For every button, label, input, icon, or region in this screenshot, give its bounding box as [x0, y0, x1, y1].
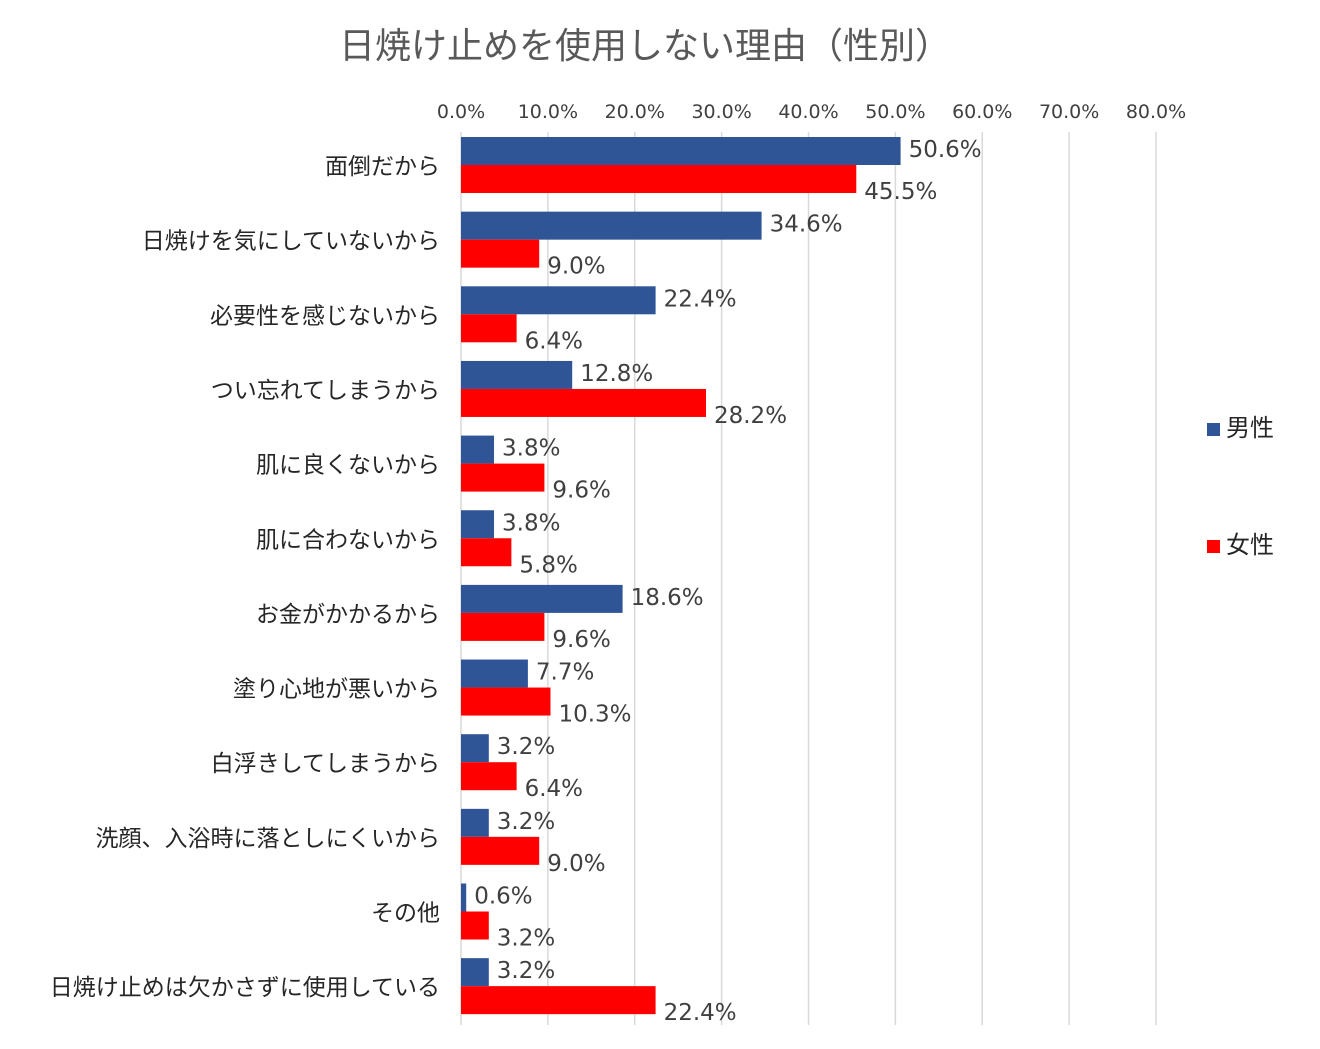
- data-label-female: 6.4%: [525, 776, 583, 802]
- category-label: 日焼け止めは欠かさずに使用している: [50, 975, 440, 1001]
- bar-female: [461, 538, 512, 567]
- data-label-female: 5.8%: [519, 552, 577, 578]
- x-tick-label: 10.0%: [518, 101, 578, 123]
- data-label-male: 3.8%: [502, 510, 560, 536]
- data-label-male: 18.6%: [631, 585, 704, 611]
- data-label-male: 3.8%: [502, 436, 560, 462]
- category-labels: 面倒だから日焼けを気にしていないから必要性を感じないからつい忘れてしまうから肌に…: [50, 154, 440, 1001]
- bar-male: [461, 510, 495, 539]
- category-label: 面倒だから: [325, 154, 440, 180]
- data-label-female: 3.2%: [497, 926, 555, 952]
- bar-female: [461, 911, 489, 940]
- legend-label-female: 女性: [1226, 531, 1274, 559]
- data-label-male: 12.8%: [580, 361, 653, 387]
- bar-male: [461, 584, 623, 613]
- data-label-female: 22.4%: [664, 1000, 737, 1026]
- data-label-female: 9.0%: [547, 254, 605, 280]
- legend-swatch-female: [1207, 540, 1220, 553]
- bar-male: [461, 286, 656, 315]
- chart-title: 日焼け止めを使用しない理由（性別）: [339, 26, 951, 67]
- category-label: つい忘れてしまうから: [211, 378, 440, 404]
- category-label: 肌に良くないから: [256, 453, 440, 479]
- bar-female: [461, 687, 551, 716]
- x-tick-label: 60.0%: [952, 101, 1012, 123]
- data-labels: 50.6% 45.5% 34.6% 9.0% 22.4% 6.4% 12.8% 28.2% 3.…: [474, 137, 981, 1026]
- bar-male: [461, 435, 495, 464]
- x-tick-label: 30.0%: [691, 101, 751, 123]
- legend-label-male: 男性: [1226, 414, 1274, 442]
- bar-male: [461, 734, 489, 763]
- x-tick-label: 80.0%: [1126, 101, 1186, 123]
- category-label: 必要性を感じないから: [210, 303, 440, 329]
- data-label-male: 3.2%: [497, 734, 555, 760]
- data-label-male: 34.6%: [770, 212, 843, 238]
- x-tick-label: 40.0%: [778, 101, 838, 123]
- gridlines: [460, 132, 1157, 1025]
- bar-female: [461, 612, 545, 641]
- bar-male: [461, 211, 762, 240]
- data-label-male: 7.7%: [536, 660, 594, 686]
- data-label-female: 6.4%: [525, 328, 583, 354]
- x-axis-ticks: 0.0% 10.0% 20.0% 30.0% 40.0% 50.0% 60.0% 70.0% 8…: [437, 101, 1186, 123]
- category-label: お金がかかるから: [256, 602, 440, 628]
- bar-male: [461, 808, 489, 837]
- bar-female: [461, 388, 706, 417]
- x-tick-label: 0.0%: [437, 101, 485, 123]
- bar-female: [461, 314, 517, 343]
- data-label-female: 9.6%: [552, 627, 610, 653]
- bar-female: [461, 836, 540, 865]
- data-label-female: 28.2%: [714, 403, 787, 429]
- data-label-female: 10.3%: [558, 702, 631, 728]
- bar-male: [461, 958, 489, 987]
- bar-male: [461, 360, 573, 389]
- x-tick-label: 50.0%: [865, 101, 925, 123]
- category-label: 肌に合わないから: [256, 527, 440, 553]
- bar-female: [461, 239, 540, 268]
- data-label-female: 9.0%: [547, 851, 605, 877]
- data-label-male: 22.4%: [664, 286, 737, 312]
- data-label-male: 3.2%: [497, 958, 555, 984]
- bar-male: [461, 883, 467, 912]
- data-label-male: 0.6%: [474, 884, 532, 910]
- bar-female: [461, 463, 545, 492]
- legend-swatch-male: [1207, 423, 1220, 436]
- data-label-male: 50.6%: [909, 137, 982, 163]
- bar-female: [461, 165, 857, 193]
- category-label: 洗顔、入浴時に落としにくいから: [95, 826, 440, 852]
- category-label: 塗り心地が悪いから: [233, 677, 440, 703]
- bar-male: [461, 137, 901, 165]
- category-label: 日焼けを気にしていないから: [142, 229, 440, 255]
- data-label-male: 3.2%: [497, 809, 555, 835]
- bar-male: [461, 659, 528, 688]
- category-label: その他: [371, 901, 440, 927]
- data-label-female: 9.6%: [552, 478, 610, 504]
- x-tick-label: 20.0%: [605, 101, 665, 123]
- bar-female: [461, 986, 656, 1015]
- x-tick-label: 70.0%: [1039, 101, 1099, 123]
- category-label: 白浮きしてしまうから: [211, 751, 440, 777]
- data-label-female: 45.5%: [864, 179, 937, 205]
- bar-female: [461, 762, 517, 791]
- bars: [461, 137, 901, 1015]
